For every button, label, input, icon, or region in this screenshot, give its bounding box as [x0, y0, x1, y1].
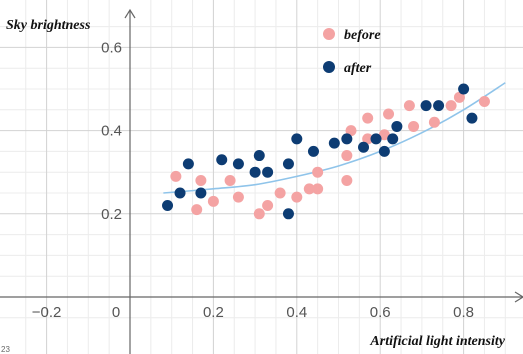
data-point-before	[303, 183, 315, 195]
data-point-before	[378, 129, 390, 141]
data-point-after	[387, 133, 399, 145]
x-tick-label: 0.6	[370, 304, 391, 321]
data-point-before	[383, 108, 395, 120]
data-point-before	[362, 112, 374, 124]
x-axis-arrow	[514, 291, 523, 303]
data-point-after	[232, 158, 244, 170]
data-point-after	[262, 166, 274, 178]
data-point-after	[378, 145, 390, 157]
data-point-before	[445, 100, 457, 112]
y-tick-label: 0.6	[101, 39, 122, 56]
data-point-after	[182, 158, 194, 170]
x-tick-label: 0	[112, 304, 120, 321]
data-point-after	[282, 158, 294, 170]
data-point-before	[274, 187, 286, 199]
data-point-before	[362, 133, 374, 145]
data-point-after	[420, 100, 432, 112]
y-axis-title: Sky brightness	[6, 18, 91, 33]
trendline	[163, 82, 506, 194]
data-point-before	[207, 195, 219, 207]
legend: before after	[323, 28, 381, 76]
data-point-before	[191, 204, 203, 216]
y-tick-label: 0.2	[101, 206, 122, 223]
data-point-before	[253, 208, 265, 220]
data-point-after	[391, 120, 403, 132]
data-point-before	[453, 91, 465, 103]
data-point-before	[262, 199, 274, 211]
data-point-before	[408, 120, 420, 132]
data-point-before	[232, 191, 244, 203]
data-point-before	[478, 95, 490, 107]
data-point-after	[249, 166, 261, 178]
data-point-before	[341, 175, 353, 187]
x-tick-label: 0.8	[453, 304, 474, 321]
x-axis-title: Artificial light intensity	[369, 334, 505, 349]
data-point-after	[370, 133, 382, 145]
y-tick-labels: 0.2 0.4 0.6	[101, 39, 122, 222]
data-point-after	[291, 133, 303, 145]
x-tick-label: 0.2	[203, 304, 224, 321]
data-point-before	[345, 125, 357, 137]
data-point-after	[466, 112, 478, 124]
data-point-after	[341, 133, 353, 145]
legend-before-label: before	[344, 28, 381, 43]
data-point-before	[312, 166, 324, 178]
data-point-after	[433, 100, 445, 112]
data-point-before	[428, 116, 440, 128]
data-point-after	[174, 187, 186, 199]
data-point-after	[216, 154, 228, 166]
x-tick-label: −0.2	[32, 304, 62, 321]
data-point-after	[307, 145, 319, 157]
legend-before-marker	[323, 28, 335, 40]
axes	[0, 8, 523, 354]
legend-after-label: after	[344, 61, 372, 76]
x-tick-labels: −0.2 0 0.2 0.4 0.6 0.8	[32, 304, 474, 321]
data-point-before	[195, 175, 207, 187]
data-point-after	[195, 187, 207, 199]
x-tick-label: 0.4	[286, 304, 307, 321]
data-points	[162, 83, 490, 220]
data-point-after	[282, 208, 294, 220]
data-point-before	[341, 150, 353, 162]
data-point-after	[162, 199, 174, 211]
data-point-before	[170, 170, 182, 182]
data-point-before	[224, 175, 236, 187]
data-point-after	[358, 141, 370, 153]
data-point-after	[253, 150, 265, 162]
y-tick-label: 0.4	[101, 123, 122, 140]
data-point-before	[312, 183, 324, 195]
legend-after-marker	[323, 61, 335, 73]
data-point-before	[403, 100, 415, 112]
y-axis-arrow	[124, 8, 136, 19]
trendline-curve	[163, 82, 506, 194]
data-point-after	[458, 83, 470, 95]
data-point-after	[328, 137, 340, 149]
data-point-before	[291, 191, 303, 203]
corner-label: 23	[1, 345, 10, 354]
